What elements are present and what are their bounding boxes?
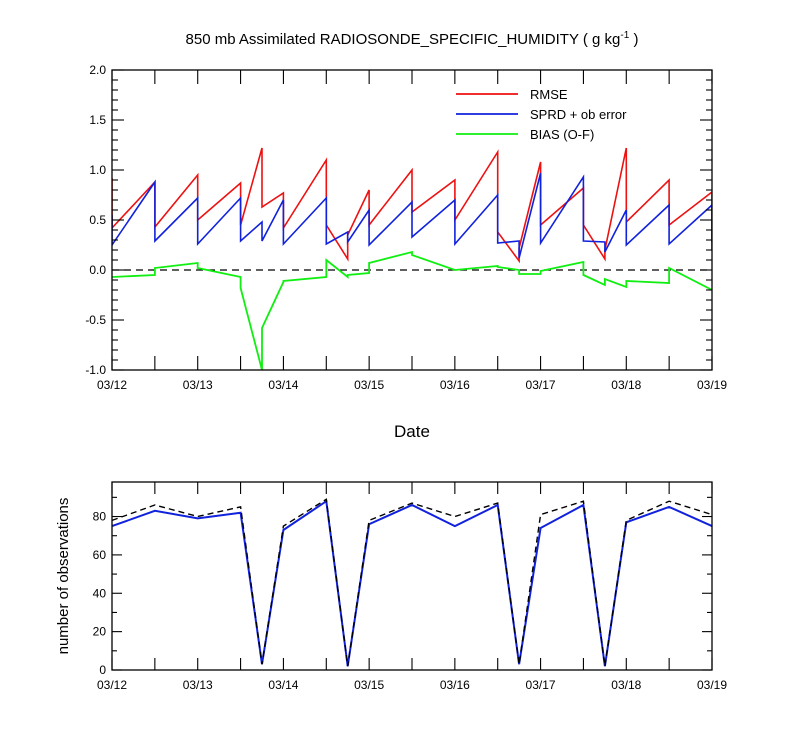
- x-tick-label: 03/14: [268, 678, 298, 692]
- y-tick-label: -1.0: [85, 363, 106, 377]
- obs-used-line: [111, 499, 713, 667]
- x-tick-label: 03/13: [183, 378, 213, 392]
- legend-rmse-label: RMSE: [530, 87, 568, 102]
- obs-total-line: [111, 498, 713, 667]
- x-tick-label: 03/17: [526, 378, 556, 392]
- y-tick-label: 1.5: [89, 113, 106, 127]
- x-tick-label: 03/13: [183, 678, 213, 692]
- sprd-line: [112, 172, 712, 259]
- y-axis-title-observations: number of observations: [55, 498, 72, 655]
- y-tick-label: -0.5: [85, 313, 106, 327]
- x-tick-label: 03/17: [526, 678, 556, 692]
- x-tick-label: 03/16: [440, 678, 470, 692]
- y-tick-label: 2.0: [89, 63, 106, 77]
- observation-count-panel: 03/12 03/13 03/14 03/15 03/16 03/17 03/18 03/19…: [55, 481, 727, 692]
- x-tick-label: 03/19: [697, 678, 727, 692]
- legend-sprd-label: SPRD + ob error: [530, 107, 627, 122]
- legend-bias-label: BIAS (O-F): [530, 127, 594, 142]
- x-tick-label: 03/12: [97, 678, 127, 692]
- y-tick-label: 0.5: [89, 213, 106, 227]
- y-tick-label: 80: [93, 510, 107, 524]
- legend: RMSE SPRD + ob error BIAS (O-F): [456, 87, 627, 142]
- x-tick-label: 03/14: [268, 378, 298, 392]
- y-tick-label: 60: [93, 548, 107, 562]
- x-tick-label: 03/12: [97, 378, 127, 392]
- x-tick-label: 03/15: [354, 678, 384, 692]
- bottom-plot-frame: [111, 481, 713, 671]
- y-tick-label: 20: [93, 625, 107, 639]
- bias-rmse-panel: 03/12 03/13 03/14 03/15 03/16 03/17 03/18 03/19…: [85, 63, 727, 441]
- x-tick-label: 03/18: [611, 678, 641, 692]
- x-tick-label: 03/15: [354, 378, 384, 392]
- bias-line: [112, 250, 712, 370]
- y-tick-label: 40: [93, 586, 107, 600]
- x-tick-label: 03/19: [697, 378, 727, 392]
- x-tick-label: 03/18: [611, 378, 641, 392]
- y-tick-label: 1.0: [89, 163, 106, 177]
- x-axis-title: Date: [394, 422, 430, 441]
- y-tick-label: 0: [99, 663, 106, 677]
- x-tick-label: 03/16: [440, 378, 470, 392]
- chart-title: 850 mb Assimilated RADIOSONDE_SPECIFIC_H…: [186, 30, 639, 48]
- y-tick-label: 0.0: [89, 263, 106, 277]
